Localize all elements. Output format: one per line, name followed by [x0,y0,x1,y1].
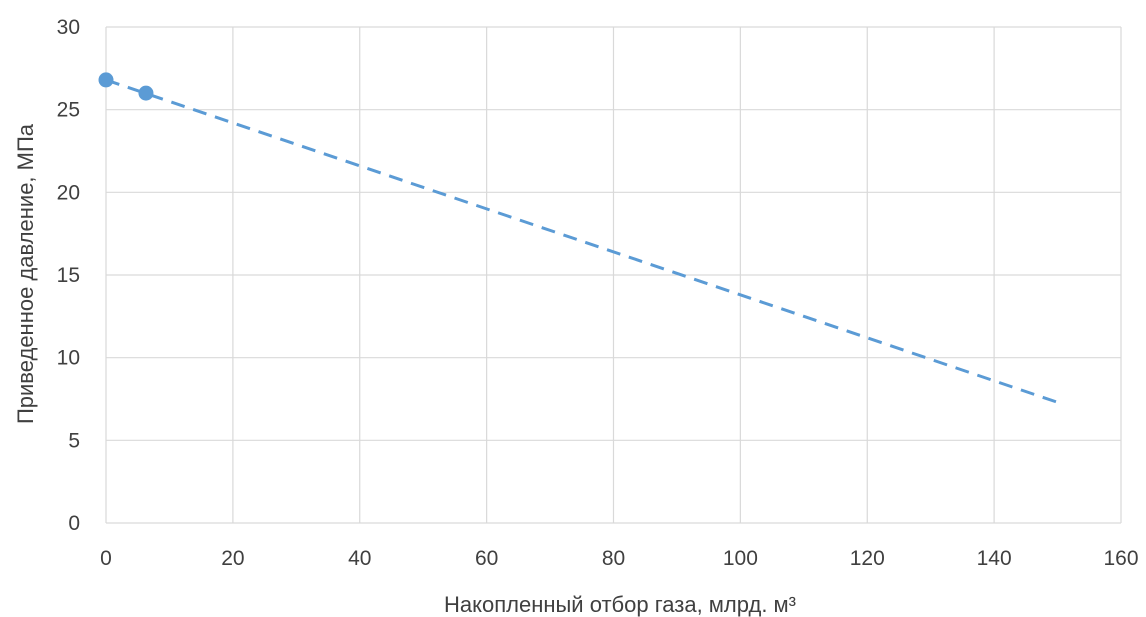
x-tick-label: 40 [348,547,371,570]
x-tick-label: 0 [100,547,112,570]
y-tick-label: 15 [57,264,80,287]
x-tick-label: 60 [475,547,498,570]
data-point [138,85,154,101]
x-tick-label: 140 [977,547,1012,570]
grid [105,26,1122,524]
data-point [98,72,114,88]
x-tick-label: 100 [723,547,758,570]
tick-labels: 0 20 40 60 80 100 120 140 160 0 5 10 15 20 25 30 [57,16,1139,570]
trendline-layer [105,78,1059,404]
x-tick-label: 20 [221,547,244,570]
y-tick-label: 25 [57,99,80,122]
x-tick-label: 80 [602,547,625,570]
y-tick-label: 5 [68,429,80,452]
x-tick-label: 120 [850,547,885,570]
data-points [98,72,154,101]
y-tick-label: 10 [57,347,80,370]
y-tick-label: 20 [57,181,80,204]
trendline [105,78,1059,404]
y-axis-title: Приведенное давление, МПа [13,123,38,424]
x-axis-title: Накопленный отбор газа, млрд. м³ [444,592,796,617]
x-tick-label: 160 [1103,547,1138,570]
y-tick-label: 0 [68,512,80,535]
y-tick-label: 30 [57,16,80,39]
